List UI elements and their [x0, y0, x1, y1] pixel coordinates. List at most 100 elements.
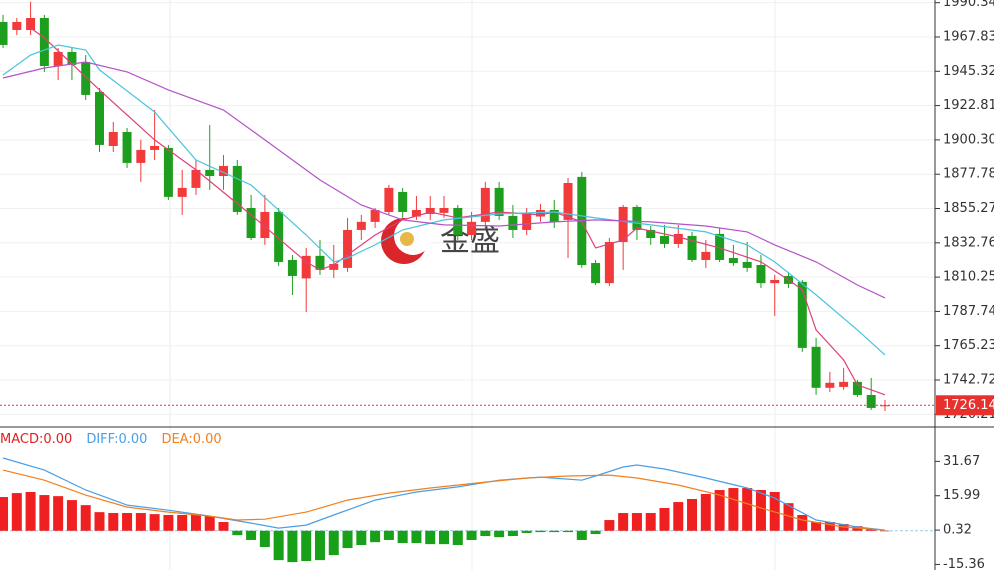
macd-bar [452, 530, 463, 546]
y-tick-label: 1922.81 [943, 98, 994, 113]
candle-body [191, 169, 201, 188]
last-price-box [936, 395, 994, 416]
y-tick-label: 1967.83 [943, 29, 994, 44]
candle-body [163, 147, 173, 197]
macd-bar [0, 497, 9, 531]
macd-bar [439, 530, 450, 545]
y-tick-label: 1990.34 [943, 0, 994, 10]
macd-bar [687, 499, 698, 531]
candle-body [370, 209, 380, 222]
candle-body [425, 208, 435, 214]
macd-bar [383, 530, 394, 540]
candle-body [549, 209, 559, 222]
candle-body [53, 51, 63, 66]
indicator-name: MACD: [0, 432, 43, 447]
candle-body [756, 264, 766, 284]
macd-bar [466, 530, 477, 540]
y-tick-label: 15.99 [943, 488, 980, 503]
macd-bar [549, 530, 560, 533]
last-price-label: 1726.14 [943, 398, 994, 413]
y-tick-label: 1900.30 [943, 132, 994, 147]
macd-bar [521, 530, 532, 533]
candle-body [39, 17, 49, 66]
macd-bar [700, 493, 711, 531]
macd-bar [659, 507, 670, 531]
candle-body [535, 209, 545, 217]
macd-bar [356, 530, 367, 546]
macd-bar [328, 530, 339, 556]
y-tick-label: 1945.32 [943, 64, 994, 79]
candle-body [411, 209, 421, 217]
candle-body [659, 235, 669, 244]
candle-body [480, 187, 490, 222]
candle-body [839, 381, 849, 387]
candle-body [439, 208, 449, 213]
candle-body [591, 263, 601, 284]
candle-body [563, 183, 573, 220]
macd-bar [783, 503, 794, 531]
watermark-logo [381, 217, 432, 264]
candle-body [219, 165, 229, 177]
candle-body [232, 165, 242, 212]
macd-bar [535, 530, 546, 533]
candle-body [825, 382, 835, 388]
moving-average [2, 61, 886, 299]
candle-body [12, 21, 22, 31]
y-tick-label: 1877.78 [943, 167, 994, 182]
candle-body [604, 241, 614, 284]
macd-bar [631, 513, 642, 531]
macd-bar [755, 490, 766, 531]
y-tick-label: 1787.74 [943, 304, 994, 319]
macd-bar [866, 529, 877, 531]
y-tick-label: 1832.76 [943, 235, 994, 250]
macd-bar [576, 530, 587, 540]
macd-bar [287, 530, 298, 563]
macd-bar [370, 530, 381, 543]
indicator-readout: DEA:0.00 [161, 432, 221, 447]
macd-bar [507, 530, 518, 537]
macd-bar [879, 530, 890, 532]
macd-bar [590, 530, 601, 535]
candle-body [508, 215, 518, 230]
macd-bar [411, 530, 422, 544]
candle-body [646, 229, 656, 239]
candle-body [618, 206, 628, 242]
macd-bar [259, 530, 270, 547]
candle-body [205, 169, 215, 177]
indicator-value: 0.00 [193, 432, 222, 447]
marks-layer [0, 1, 935, 563]
macd-bar [122, 513, 133, 531]
y-tick-label: 1742.72 [943, 373, 994, 388]
macd-bar [135, 513, 146, 531]
macd-bar [824, 522, 835, 531]
indicator-readout: DIFF:0.00 [86, 432, 147, 447]
macd-bar [797, 514, 808, 531]
macd-line [2, 457, 886, 531]
macd-bar [177, 514, 188, 531]
candle-body [136, 149, 146, 163]
indicator-value: 0.00 [118, 432, 147, 447]
macd-bar [314, 530, 325, 561]
candle-body [797, 281, 807, 348]
candle-body [94, 92, 104, 145]
candle-body [398, 192, 408, 212]
candle-body [122, 131, 132, 163]
candle-body [811, 346, 821, 388]
candle-body [632, 206, 642, 230]
candle-body [260, 211, 270, 239]
macd-bar [673, 502, 684, 531]
macd-bar [11, 493, 22, 531]
macd-bar [618, 513, 629, 531]
macd-bar [80, 505, 91, 531]
y-tick-label: 1855.27 [943, 201, 994, 216]
moving-average [2, 44, 886, 356]
logo-dot [400, 232, 414, 246]
candle-body [715, 233, 725, 260]
macd-bar [301, 530, 312, 562]
macd-bar [108, 513, 119, 531]
candle-body [728, 257, 738, 264]
macd-bar [397, 530, 408, 544]
